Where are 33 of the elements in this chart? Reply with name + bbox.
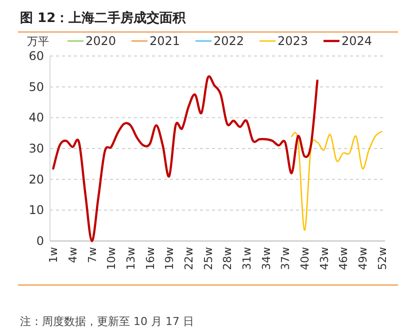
y-tick-label: 0 — [36, 234, 44, 248]
x-tick-label: 7w — [86, 247, 99, 263]
x-tick-label: 52w — [376, 247, 389, 270]
x-tick-label: 34w — [260, 247, 273, 270]
x-tick-label: 16w — [144, 247, 157, 270]
text: 注：周度数据，更新至 10 月 17 日 — [20, 315, 194, 328]
y-tick-label: 60 — [28, 49, 44, 63]
x-tick-label: 28w — [221, 247, 234, 270]
x-tick-label: 1w — [47, 247, 60, 263]
y-tick-label: 40 — [28, 110, 44, 125]
x-tick-label: 37w — [279, 247, 292, 270]
y-axis-title: 万平 — [27, 35, 49, 48]
x-tick-label: 40w — [298, 247, 312, 270]
x-tick-label: 25w — [202, 247, 215, 270]
x-tick-label: 4w — [66, 247, 80, 263]
y-tick-label: 10 — [28, 203, 44, 218]
x-tick-label: 43w — [318, 247, 331, 270]
legend-label: 2022 — [214, 34, 244, 48]
y-tick-label: 20 — [28, 172, 44, 186]
legend-label: 2024 — [342, 34, 372, 48]
x-tick-label: 19w — [163, 247, 176, 270]
legend-label: 2020 — [86, 34, 116, 48]
legend-label: 2021 — [150, 34, 180, 48]
x-tick-label: 31w — [240, 247, 254, 270]
x-tick-label: 10w — [105, 247, 118, 270]
x-tick-label: 46w — [337, 247, 350, 270]
x-tick-label: 13w — [124, 247, 138, 270]
x-tick-label: 49w — [356, 247, 370, 270]
y-tick-label: 30 — [28, 142, 44, 156]
y-tick-label: 50 — [28, 80, 44, 94]
legend-label: 2023 — [278, 34, 308, 48]
x-tick-label: 22w — [182, 247, 196, 270]
chart-title: 图 12：上海二手房成交面积 — [20, 10, 187, 26]
